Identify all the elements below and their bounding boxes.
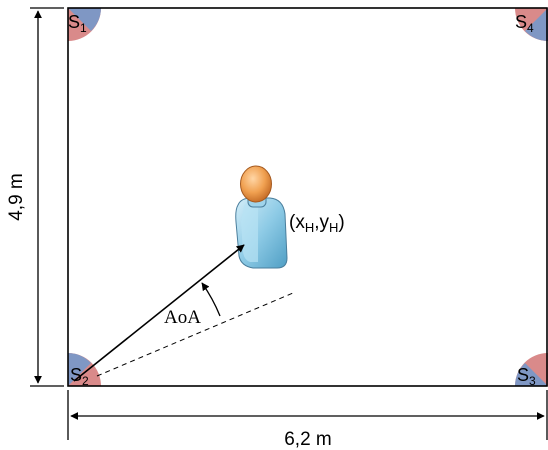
sensor-marker-2: [68, 353, 101, 386]
person-coordinate-label: (xH,yH): [289, 212, 345, 235]
sensor-label-1: S1: [68, 12, 87, 35]
aoa-vector: [73, 244, 245, 382]
height-dimension: 4,9 m: [6, 7, 64, 387]
sensor-label-3: S3: [517, 365, 536, 388]
reference-line: [96, 292, 294, 377]
width-dimension: 6,2 m: [67, 390, 548, 450]
sensor-marker-3: [515, 353, 548, 386]
sensor-label-4: S4: [515, 12, 534, 35]
sensor-label-2: S2: [70, 365, 89, 388]
width-label: 6,2 m: [284, 429, 332, 450]
person-icon: [235, 165, 288, 269]
room-outline: [67, 7, 548, 387]
height-label: 4,9 m: [6, 173, 27, 221]
sensor-marker-1: [68, 8, 101, 41]
aoa-label: AoA: [164, 307, 201, 328]
aoa-arc: [201, 282, 221, 317]
sensor-markers: [68, 8, 548, 386]
sensor-marker-4: [515, 8, 548, 41]
